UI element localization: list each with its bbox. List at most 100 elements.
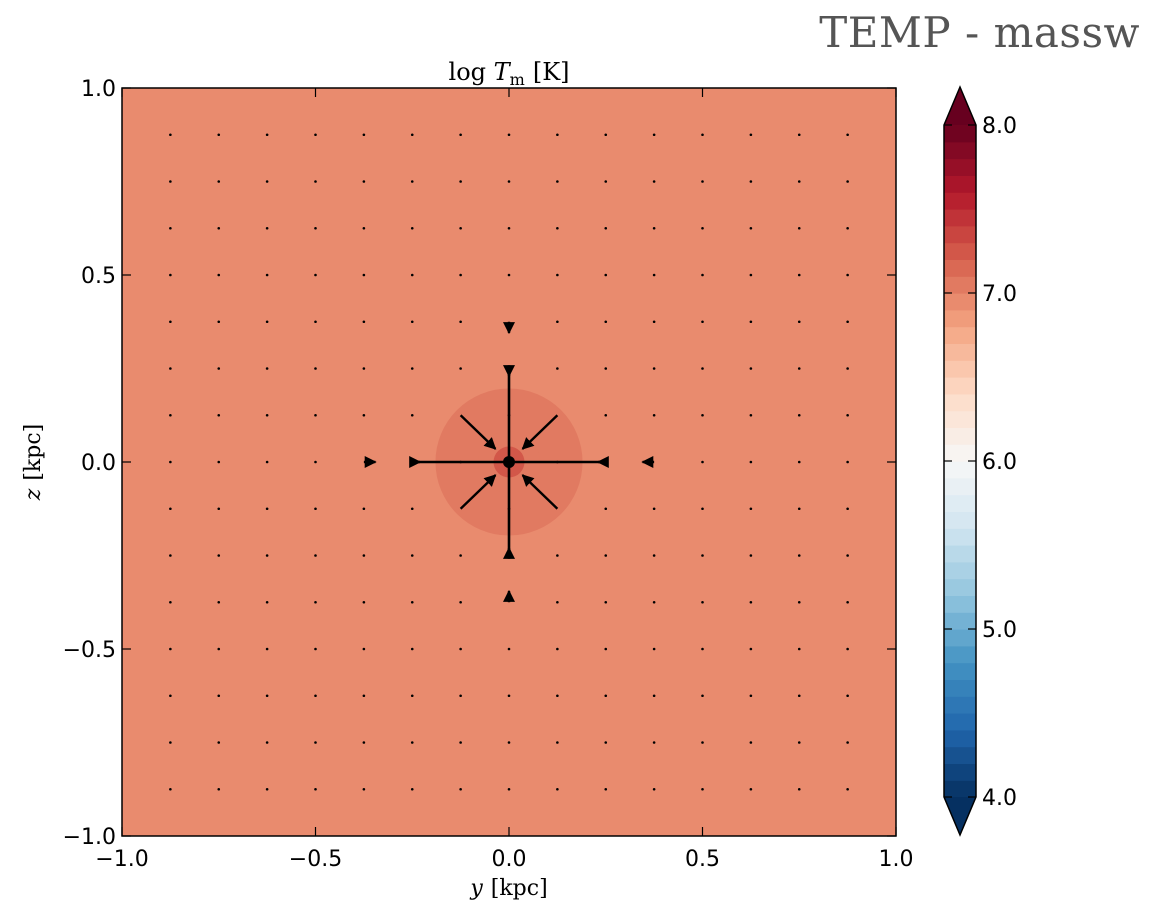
quiver-point bbox=[556, 647, 559, 651]
quiver-point bbox=[846, 320, 849, 324]
quiver-point bbox=[556, 554, 559, 557]
colorbar-level bbox=[944, 427, 976, 445]
quiver-point bbox=[701, 600, 704, 604]
quiver-point bbox=[362, 133, 366, 137]
quiver-point bbox=[265, 787, 269, 791]
quiver-point bbox=[169, 741, 172, 744]
quiver-center-marker bbox=[503, 456, 515, 468]
quiver-point bbox=[314, 787, 317, 791]
colorbar-level bbox=[944, 209, 976, 227]
quiver-point bbox=[701, 554, 704, 557]
quiver-point bbox=[556, 320, 559, 324]
quiver-point bbox=[459, 273, 462, 277]
quiver-point bbox=[314, 741, 317, 744]
colorbar-level bbox=[944, 444, 976, 462]
quiver-point bbox=[169, 413, 172, 417]
y-tick-label: 0.5 bbox=[81, 264, 116, 289]
quiver-point bbox=[314, 273, 317, 277]
quiver-point bbox=[604, 180, 608, 183]
quiver-point bbox=[652, 413, 656, 417]
quiver-point bbox=[410, 320, 414, 324]
quiver-point bbox=[410, 600, 414, 604]
quiver-point bbox=[217, 460, 221, 464]
quiver-point bbox=[362, 320, 366, 324]
colorbar-level bbox=[944, 780, 976, 798]
figure-header-title: TEMP - massw bbox=[819, 8, 1140, 57]
colorbar-level bbox=[944, 259, 976, 277]
quiver-arrow bbox=[521, 474, 559, 510]
quiver-point bbox=[797, 320, 801, 324]
quiver-point bbox=[652, 273, 656, 277]
quiver-point bbox=[604, 367, 608, 370]
colorbar-tick-label: 6.0 bbox=[982, 450, 1017, 475]
quiver-point bbox=[797, 554, 801, 557]
quiver-point bbox=[556, 741, 559, 744]
quiver-point bbox=[459, 320, 462, 324]
quiver-point bbox=[169, 273, 172, 277]
colorbar-level bbox=[944, 125, 976, 143]
quiver-point bbox=[217, 180, 221, 183]
quiver-point bbox=[701, 741, 704, 744]
quiver-point bbox=[701, 320, 704, 324]
quiver-point bbox=[652, 554, 656, 557]
colorbar-level bbox=[944, 545, 976, 563]
quiver-point bbox=[797, 413, 801, 417]
quiver-point bbox=[604, 413, 608, 417]
x-tick-label: 0.5 bbox=[685, 847, 720, 872]
quiver-point bbox=[604, 554, 608, 557]
quiver-point bbox=[604, 741, 608, 744]
colorbar-level bbox=[944, 595, 976, 613]
quiver-point bbox=[410, 507, 414, 511]
quiver-point bbox=[797, 507, 801, 511]
quiver-arrow bbox=[459, 474, 497, 510]
quiver-point bbox=[701, 226, 704, 230]
quiver-point bbox=[556, 133, 559, 137]
quiver-point bbox=[749, 226, 753, 230]
quiver-point bbox=[459, 226, 462, 230]
quiver-point bbox=[797, 180, 801, 183]
quiver-point bbox=[797, 133, 801, 137]
quiver-point bbox=[701, 180, 704, 183]
quiver-point bbox=[556, 694, 559, 698]
quiver-point bbox=[410, 694, 414, 698]
quiver-point bbox=[749, 507, 753, 511]
quiver-point bbox=[604, 133, 608, 137]
quiver-point bbox=[507, 741, 511, 744]
quiver-point bbox=[362, 507, 366, 511]
quiver-point bbox=[652, 320, 656, 324]
quiver-point bbox=[169, 320, 172, 324]
quiver-point bbox=[846, 787, 849, 791]
quiver-point bbox=[217, 133, 221, 137]
quiver-point bbox=[169, 180, 172, 183]
quiver-point bbox=[459, 787, 462, 791]
colorbar-level bbox=[944, 141, 976, 160]
quiver-point bbox=[507, 787, 511, 791]
colorbar-level bbox=[944, 511, 976, 529]
y-tick-label: 0.0 bbox=[81, 451, 116, 476]
quiver-point bbox=[410, 741, 414, 744]
y-axis-unit: [kpc] bbox=[21, 424, 46, 481]
quiver-point bbox=[217, 647, 221, 651]
quiver-point bbox=[265, 741, 269, 744]
quiver-point bbox=[797, 367, 801, 370]
x-tick-label: 0.0 bbox=[492, 847, 527, 872]
colorbar-tick-label: 5.0 bbox=[982, 618, 1017, 643]
colorbar-level bbox=[944, 477, 976, 496]
quiver-point bbox=[749, 694, 753, 698]
quiver-point bbox=[749, 133, 753, 137]
colorbar-level bbox=[944, 629, 976, 647]
quiver-point bbox=[362, 554, 366, 557]
quiver-point bbox=[217, 741, 221, 744]
quiver-point bbox=[314, 600, 317, 604]
title-prefix: log bbox=[449, 58, 494, 86]
quiver-point bbox=[556, 367, 559, 370]
quiver-point bbox=[169, 694, 172, 698]
quiver-point bbox=[410, 647, 414, 651]
colorbar-level bbox=[944, 276, 976, 294]
quiver-point bbox=[749, 273, 753, 277]
quiver-point bbox=[749, 413, 753, 417]
quiver-point bbox=[701, 413, 704, 417]
quiver-point bbox=[410, 226, 414, 230]
quiver-point bbox=[846, 460, 849, 464]
quiver-point bbox=[314, 320, 317, 324]
